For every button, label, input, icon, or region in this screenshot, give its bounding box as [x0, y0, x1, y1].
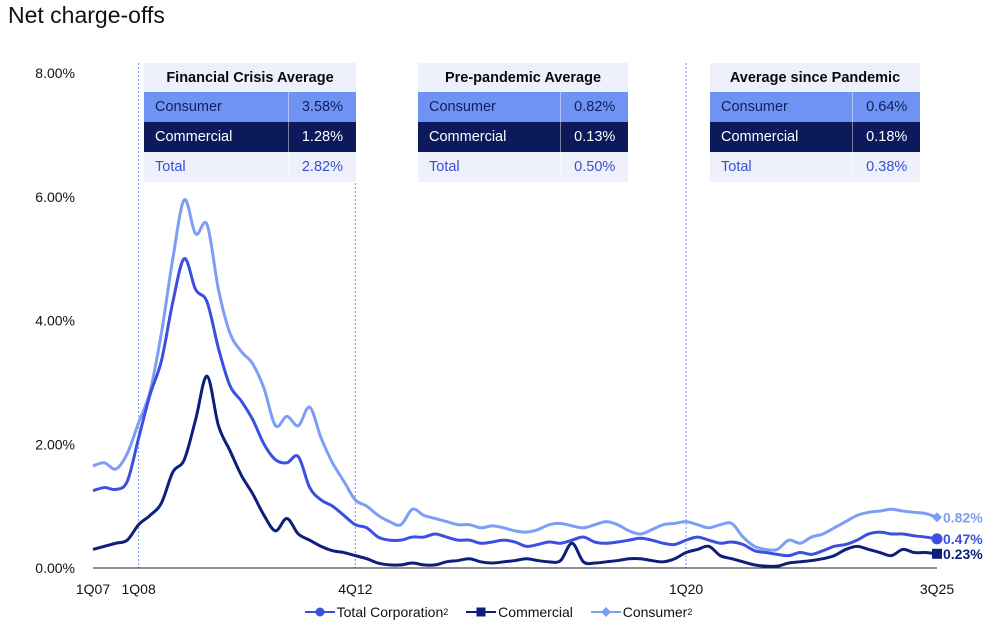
financial-crisis-average-table: Financial Crisis Average Consumer 3.58% C…: [144, 63, 356, 182]
table-heading: Average since Pandemic: [710, 63, 920, 92]
y-tick-label: 6.00%: [35, 189, 75, 205]
x-tick-label: 1Q20: [669, 581, 703, 597]
legend: Total Corporation 2 Commercial Consumer 2: [0, 604, 995, 621]
legend-item-total-corporation: Total Corporation 2: [303, 604, 449, 620]
row-value: 0.64%: [852, 92, 920, 122]
y-axis: 0.00% 2.00% 4.00% 6.00% 8.00%: [35, 65, 75, 576]
legend-item-consumer: Consumer 2: [589, 604, 693, 620]
row-label: Total: [710, 152, 853, 182]
y-tick-label: 8.00%: [35, 65, 75, 81]
end-labels: 0.82% 0.47%0.23%: [931, 509, 983, 562]
pre-pandemic-average-table: Pre-pandemic Average Consumer 0.82% Comme…: [418, 63, 628, 182]
average-since-pandemic-table: Average since Pandemic Consumer 0.64% Com…: [710, 63, 920, 182]
chart-title: Net charge-offs: [8, 2, 165, 28]
end-marker: [932, 512, 942, 523]
x-tick-label: 4Q12: [338, 581, 372, 597]
row-value: 0.38%: [852, 152, 920, 182]
diamond-marker-icon: [590, 607, 621, 617]
series-lines: [92, 198, 938, 568]
row-label: Consumer: [710, 92, 853, 122]
end-value-label: 0.82%: [943, 509, 983, 525]
square-marker-icon: [466, 607, 497, 617]
row-value: 0.18%: [852, 122, 920, 152]
row-value: 3.58%: [287, 92, 356, 122]
x-tick-label: 1Q07: [76, 581, 110, 597]
row-label: Commercial: [144, 122, 289, 152]
end-value-label: 0.23%: [943, 546, 983, 562]
row-label: Consumer: [144, 92, 289, 122]
legend-item-commercial: Commercial: [464, 604, 573, 620]
row-label: Total: [418, 152, 561, 182]
y-tick-label: 0.00%: [35, 560, 75, 576]
row-label: Commercial: [710, 122, 853, 152]
series-line-commercial: [92, 374, 938, 568]
row-value: 0.13%: [560, 122, 628, 152]
legend-label: Commercial: [498, 604, 573, 620]
legend-footnote: 2: [443, 607, 449, 617]
legend-label: Consumer: [622, 604, 688, 620]
y-tick-label: 4.00%: [35, 313, 75, 329]
end-value-label: 0.47%: [943, 531, 983, 547]
row-value: 0.50%: [560, 152, 628, 182]
row-value: 0.82%: [560, 92, 628, 122]
x-tick-label: 3Q25: [920, 581, 954, 597]
table-heading: Financial Crisis Average: [144, 63, 356, 92]
row-value: 2.82%: [287, 152, 356, 182]
x-tick-label: 1Q08: [121, 581, 155, 597]
row-label: Consumer: [418, 92, 561, 122]
end-marker: [932, 548, 942, 559]
table-heading: Pre-pandemic Average: [418, 63, 628, 92]
row-label: Commercial: [418, 122, 561, 152]
row-label: Total: [144, 152, 289, 182]
series-line-consumer: [92, 198, 938, 552]
legend-footnote: 2: [687, 607, 693, 617]
y-tick-label: 2.00%: [35, 436, 75, 452]
legend-label: Total Corporation: [336, 604, 444, 620]
circle-marker-icon: [304, 607, 335, 617]
x-axis: 1Q07 1Q08 4Q12 1Q20 3Q25: [76, 581, 954, 597]
end-marker: [931, 533, 943, 545]
row-value: 1.28%: [287, 122, 356, 152]
series-line-total-corporation: [92, 257, 938, 558]
